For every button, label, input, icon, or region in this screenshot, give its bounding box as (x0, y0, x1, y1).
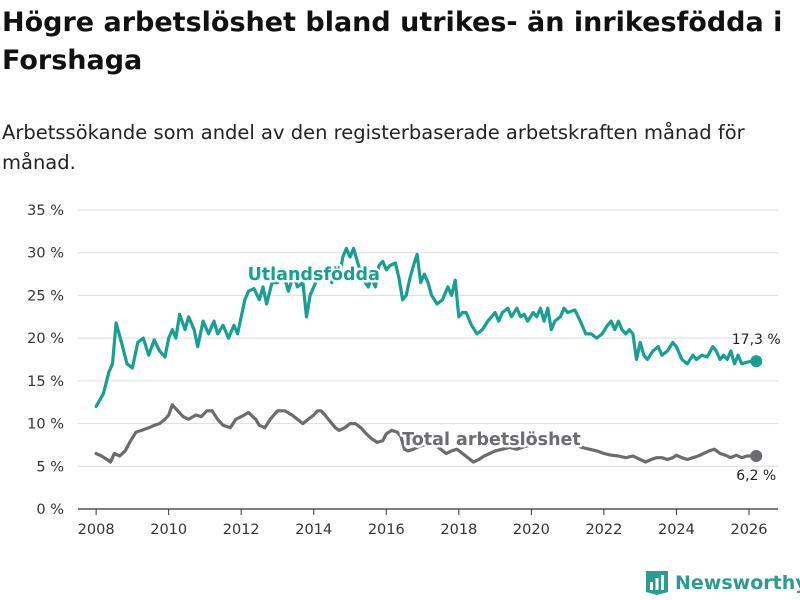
end-point-total (750, 450, 763, 463)
y-tick-label: 30 % (27, 246, 64, 262)
series-line-total (94, 403, 758, 464)
x-tick-label: 2024 (658, 522, 695, 538)
newsworthy-logo-icon (646, 571, 668, 595)
y-tick-label: 20 % (27, 331, 64, 347)
grid-lines (78, 209, 778, 510)
y-tick-label: 15 % (27, 374, 64, 390)
brand-logo[interactable]: Newsworthy (645, 568, 800, 598)
x-tick-label: 2026 (731, 522, 768, 538)
y-axis: 0 % 5 % 10 % 15 % 20 % 25 % 30 % 35 % (27, 203, 64, 518)
x-tick-label: 2022 (585, 522, 622, 538)
series-label-foreign: Utlandsfödda (248, 265, 380, 285)
end-value-label-total: 6,2 % (736, 468, 776, 484)
series-label-total: Total arbetslöshet (402, 430, 581, 450)
series-line-foreign (94, 246, 758, 409)
y-tick-label: 0 % (36, 502, 64, 518)
end-value-label-foreign: 17,3 % (732, 332, 781, 348)
series-labels: 17,3 % 6,2 % Utlandsfödda Total arbetslöshe… (245, 263, 781, 484)
y-tick-label: 5 % (36, 459, 64, 475)
series-lines (94, 246, 763, 464)
x-axis: 2008 2010 2012 2014 2016 2018 2020 2022 2024 2026 (78, 509, 768, 538)
x-tick-label: 2008 (78, 522, 115, 538)
x-tick-label: 2020 (513, 522, 550, 538)
chart-title: Högre arbetslöshet bland utrikes- än inr… (2, 7, 783, 76)
end-point-foreign (750, 355, 763, 368)
y-tick-label: 25 % (27, 288, 64, 304)
y-tick-label: 10 % (27, 417, 64, 433)
x-tick-label: 2014 (295, 522, 332, 538)
x-tick-label: 2012 (223, 522, 260, 538)
brand-name: Newsworthy (675, 572, 800, 594)
x-tick-label: 2016 (368, 522, 405, 538)
x-tick-label: 2018 (440, 522, 477, 538)
y-tick-label: 35 % (27, 203, 64, 219)
chart-subtitle: Arbetssökande som andel av den registerb… (2, 121, 745, 174)
x-tick-label: 2010 (150, 522, 187, 538)
